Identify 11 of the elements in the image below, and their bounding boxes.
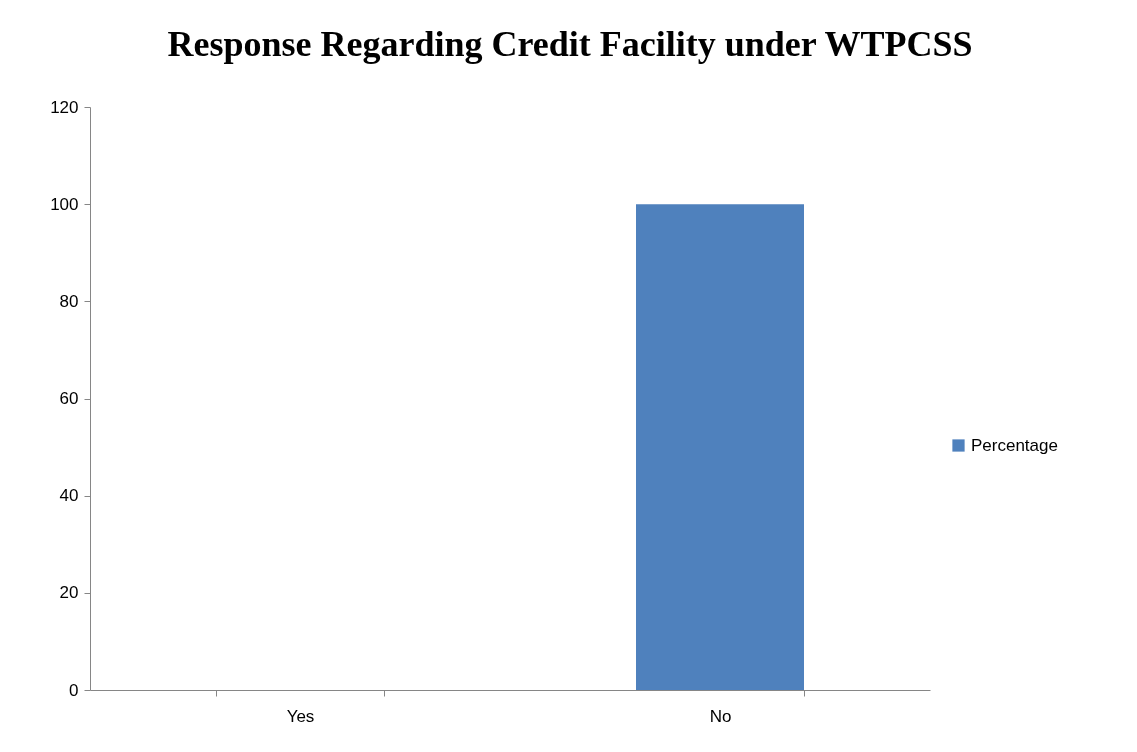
legend-label: Percentage [971,435,1058,455]
y-tick-label: 120 [50,97,79,117]
y-tick-label: 0 [69,680,79,700]
y-tick-label: 100 [50,194,79,214]
x-tick-label: No [709,706,732,726]
y-tick-label: 80 [59,291,79,311]
x-tick-label: Yes [286,706,315,726]
chart-title: Response Regarding Credit Facility under WTPCSS [167,24,973,64]
y-tick-label: 60 [59,389,79,408]
y-tick-label: 40 [59,486,79,506]
y-tick-label: 20 [59,583,79,603]
